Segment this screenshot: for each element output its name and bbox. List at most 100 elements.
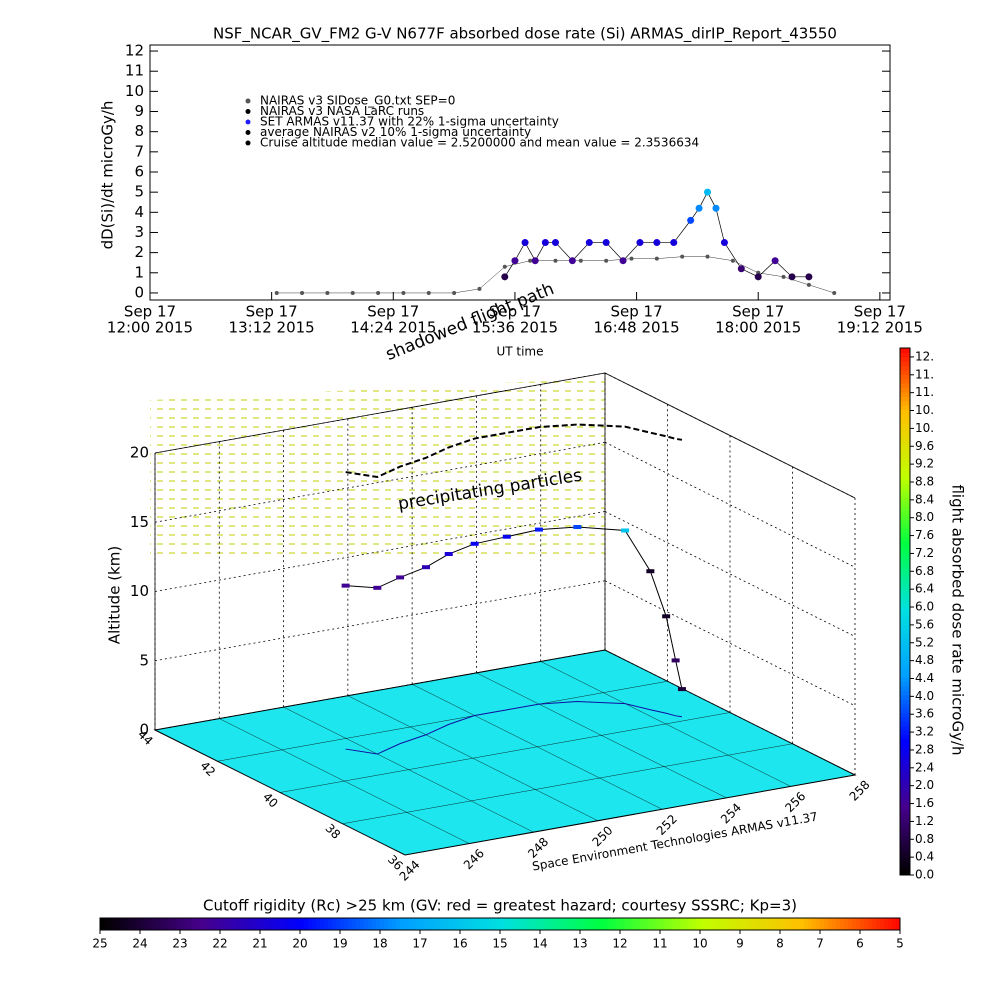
flight-path [345,526,683,690]
colorbar-cell [108,918,113,930]
colorbar-cell [304,918,309,930]
colorbar-cell [900,550,910,555]
colorbar-tick-label: 11. [915,367,934,381]
colorbar-cell [156,918,161,930]
colorbar-cell [372,918,377,930]
colorbar-cell [900,817,910,823]
colorbar-cell [900,681,910,687]
colorbar-cell [900,611,910,617]
z-axis-label: Altitude (km) [106,546,124,644]
grid-line [404,774,856,856]
colorbar-cell [900,514,910,520]
colorbar-tick-label: 24 [132,937,147,951]
colorbar-cell [832,918,837,930]
colorbar-tick-label: 7.6 [915,528,934,542]
colorbar-cell [336,918,341,930]
colorbar-cell [900,554,910,560]
colorbar-cell [900,769,910,775]
colorbar-cell [600,918,605,930]
colorbar-cell [900,475,910,481]
flight-point [573,525,582,530]
colorbar-cell [900,558,910,564]
grid-line [604,511,856,637]
colorbar-cell [900,615,910,621]
data-point [636,239,644,247]
colorbar-cell [900,813,910,819]
colorbar-cell [532,918,537,930]
colorbar-cell [680,918,685,930]
colorbar-cell [900,391,910,397]
grid-line [279,712,731,793]
legend-marker [245,119,251,125]
colorbar-cell [900,352,910,358]
colorbar-cell [656,918,661,930]
colorbar-cell [456,918,461,930]
colorbar-tick-label: 5.6 [915,617,934,631]
colorbar-cell [812,918,817,930]
colorbar-cell [360,918,365,930]
plot-frame [149,44,891,301]
colorbar-cell [268,918,273,930]
flight-point [341,583,350,588]
colorbar-cell [500,918,505,930]
x-axis-label: UT time [496,345,543,359]
colorbar-cell [852,918,857,930]
colorbar-cell [648,918,653,930]
colorbar-cell [308,918,313,930]
particle-field [150,378,605,560]
flight-point [662,614,671,619]
colorbar-cell [900,773,910,779]
colorbar-cell [448,918,453,930]
colorbar-tick-label: 15 [492,937,507,951]
colorbar-cell [900,413,910,419]
colorbar-cell [332,918,337,930]
colorbar-tick-label: 8.0 [915,510,934,524]
colorbar-cell [900,699,910,705]
data-point [511,257,519,265]
colorbar-cell [900,703,910,709]
grid-line [342,743,793,824]
colorbar-cell [900,383,910,389]
flight-point [444,552,453,557]
colorbar-cell [900,510,910,516]
data-point [578,258,583,263]
colorbar-cell [900,607,910,612]
data-point [695,204,703,212]
colorbar-cell [804,918,809,930]
colorbar-frame [899,347,911,876]
data-point [376,290,381,295]
colorbar-cell [900,378,910,384]
colorbar-cell [800,918,805,930]
colorbar-tick-label: 4.8 [915,653,934,667]
colorbar-cell [628,918,633,930]
colorbar-cell [556,918,561,930]
colorbar-cell [900,870,910,876]
colorbar-cell [196,918,201,930]
colorbar-tick-label: 11 [652,937,667,951]
z-tick-label: 20 [130,444,149,462]
colorbar-cell [180,918,185,930]
colorbar-cell [880,918,885,930]
z-tick-label: 5 [139,651,149,669]
data-point [274,290,279,295]
x-tick-label: 15:36 2015 [472,319,558,337]
colorbar-cell [464,918,469,930]
colorbar-cell [900,690,910,696]
colorbar-cell [900,725,910,731]
colorbar-cell [900,738,910,744]
x-tick-label: Sep 17 [367,303,419,321]
colorbar-cell [776,918,781,930]
colorbar-cell [164,918,169,930]
data-point [754,273,762,281]
grid-line [604,649,856,776]
y-tick-label: 0 [134,283,144,301]
colorbar-cell [732,918,737,930]
colorbar-cell [140,918,145,930]
colorbar-tick-label: 8.4 [915,492,934,506]
colorbar-cell [900,356,910,362]
y-tick-label: 38 [323,821,344,842]
colorbar-cell [900,795,910,801]
colorbar-cell [868,918,873,930]
colorbar-cell [272,918,277,930]
